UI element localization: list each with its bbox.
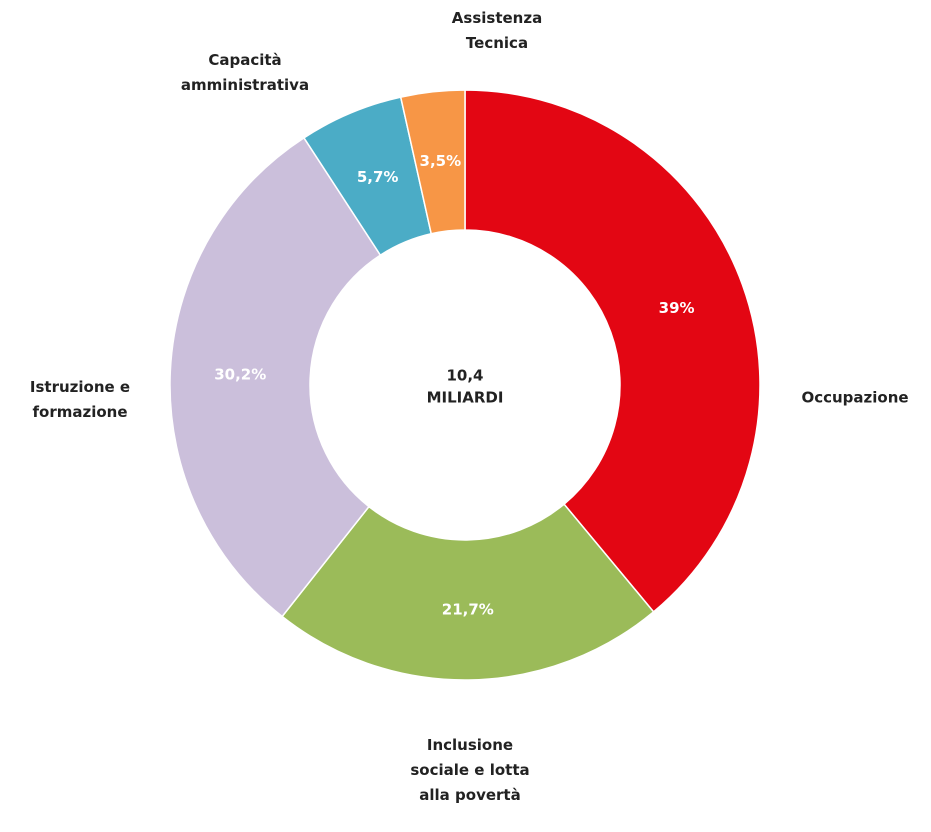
slice xyxy=(464,89,761,613)
center-value: 10,4 xyxy=(446,367,483,385)
slice xyxy=(169,136,382,618)
category-label: Capacità amministrativa xyxy=(181,51,309,94)
value-label: 30,2% xyxy=(214,365,266,383)
category-label: Istruzione e formazione xyxy=(30,378,130,421)
value-label: 5,7% xyxy=(357,168,399,186)
value-label: 21,7% xyxy=(442,600,494,618)
slices xyxy=(169,89,761,681)
slice xyxy=(399,89,466,235)
labels: 39% Occupazione 21,7% Inclusione sociale e l… xyxy=(30,9,909,804)
category-label: Assistenza Tecnica xyxy=(452,9,542,52)
value-label: 3,5% xyxy=(420,152,462,170)
value-label: 39% xyxy=(659,299,695,317)
category-label: Inclusione sociale e lotta alla povertà xyxy=(410,736,529,804)
center-unit: MILIARDI xyxy=(427,389,504,407)
category-label: Occupazione xyxy=(801,389,908,407)
slice xyxy=(281,503,655,681)
